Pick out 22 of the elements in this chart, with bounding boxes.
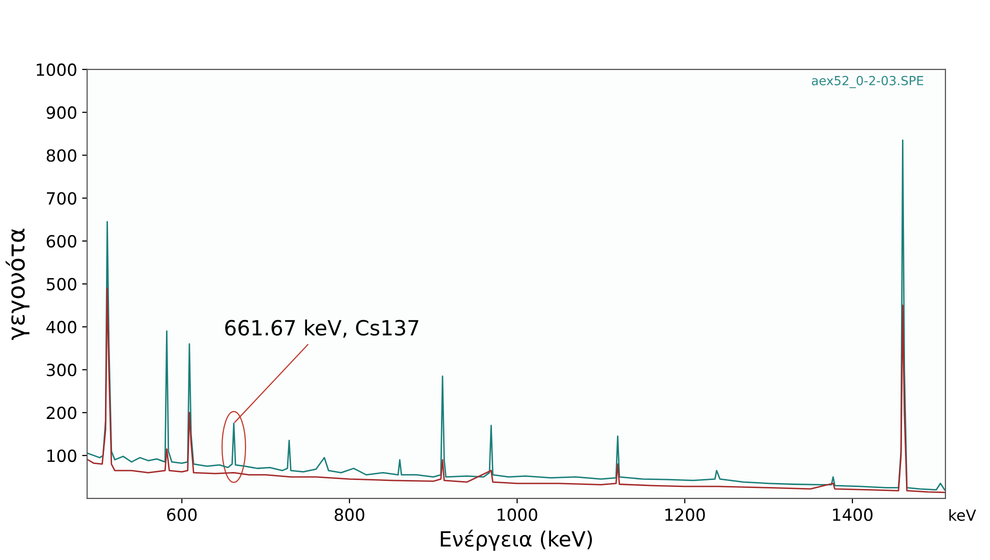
y-tick-label: 1000 xyxy=(36,63,76,76)
y-tick-label: 200 xyxy=(46,406,76,420)
y-axis-title: γεγονότα xyxy=(6,228,30,340)
y-tick-label: 800 xyxy=(46,149,76,162)
annotation: 661.67 keV, Cs137 xyxy=(225,320,418,338)
y-tick-label: 400 xyxy=(46,320,76,334)
x-tick-label: 1400 xyxy=(833,508,873,522)
y-tick-label: 100 xyxy=(47,449,76,462)
annotation: aex52_0-2-03.SPE xyxy=(812,76,924,88)
line-series xyxy=(87,140,946,491)
y-tick-label: 300 xyxy=(46,364,76,376)
y-tick-label: 600 xyxy=(46,234,76,248)
x-tick-label: 600 xyxy=(167,508,197,522)
x-axis-title: Ενέργεια (keV) xyxy=(440,530,592,551)
x-tick-label: 1200 xyxy=(665,508,705,522)
x-tick-label: 800 xyxy=(334,508,364,522)
text: keV xyxy=(949,509,976,521)
x-tick-label: 1000 xyxy=(498,508,538,522)
y-tick-label: 700 xyxy=(46,192,76,205)
y-tick-label: 900 xyxy=(46,106,76,119)
y-tick-label: 500 xyxy=(46,278,76,290)
line-series xyxy=(87,288,946,494)
